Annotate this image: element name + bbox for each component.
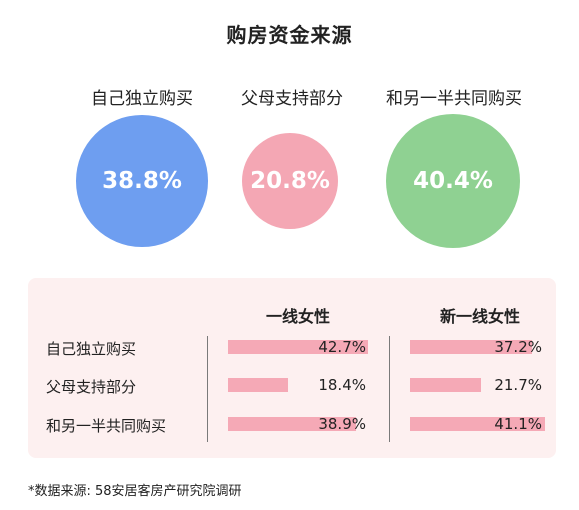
- value-self-tier1: 42.7%: [318, 338, 366, 356]
- circle-value-partner: 40.4%: [413, 168, 493, 194]
- bar-partner-new-tier1: [410, 417, 545, 431]
- value-partner-tier1: 38.9%: [318, 415, 366, 433]
- circle-value-self: 38.8%: [102, 167, 182, 194]
- row-label-parents: 父母支持部分: [46, 378, 137, 396]
- circle-partner: 40.4%: [386, 114, 520, 248]
- circle-parents: 20.8%: [241, 132, 339, 230]
- circle-value-parents: 20.8%: [250, 167, 330, 194]
- bar-parents-tier1: [228, 378, 289, 392]
- bar-parents-new-tier1: [410, 378, 482, 392]
- row-label-partner: 和另一半共同购买: [46, 417, 167, 435]
- circle-label-partner: 和另一半共同购买: [386, 89, 522, 109]
- column-header-new-tier1: 新一线女性: [439, 307, 520, 326]
- row-label-self: 自己独立购买: [46, 340, 137, 358]
- column-divider: [389, 336, 390, 442]
- value-parents-tier1: 18.4%: [318, 376, 366, 394]
- bar-self-new-tier1: [410, 340, 532, 354]
- column-header-tier1: 一线女性: [265, 307, 330, 326]
- bar-self-tier1: [228, 340, 368, 354]
- value-parents-new-tier1: 21.7%: [494, 376, 542, 394]
- circle-label-parents: 父母支持部分: [241, 89, 343, 109]
- data-source-footnote: *数据来源: 58安居客房产研究院调研: [28, 484, 242, 499]
- circle-label-self: 自己独立购买: [91, 89, 193, 109]
- value-self-new-tier1: 37.2%: [494, 338, 542, 356]
- circle-self: 38.8%: [76, 115, 208, 247]
- value-partner-new-tier1: 41.1%: [494, 415, 542, 433]
- chart-title: 购房资金来源: [226, 23, 353, 47]
- bar-partner-tier1: [228, 417, 356, 431]
- column-divider: [207, 336, 208, 442]
